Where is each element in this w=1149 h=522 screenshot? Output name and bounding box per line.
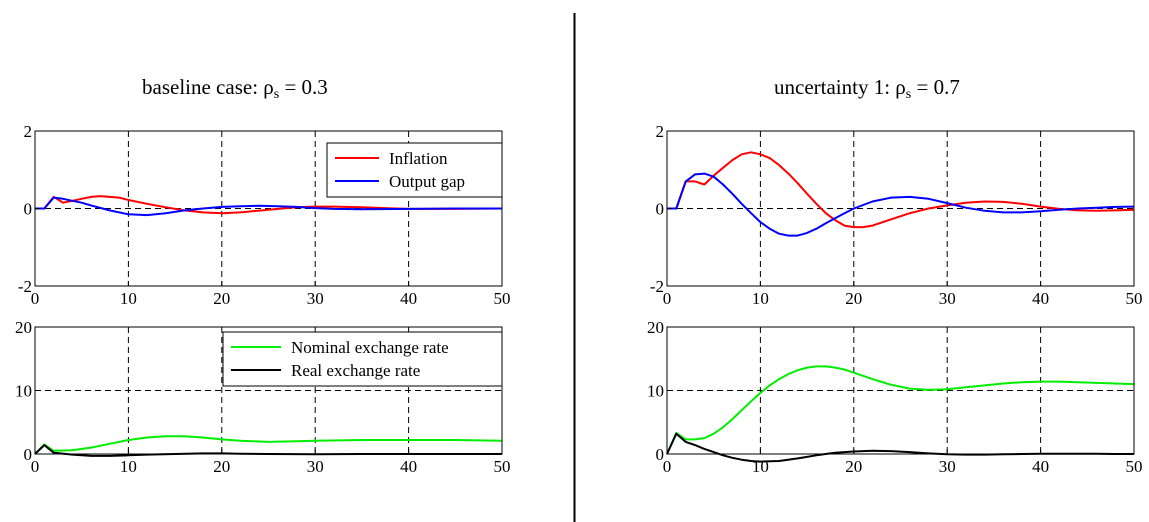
baseline-top-xtick-label: 40 — [400, 289, 417, 308]
baseline-bottom-xtick-label: 10 — [120, 457, 137, 476]
baseline-top-xtick-label: 0 — [31, 289, 40, 308]
uncertainty-bottom-xtick-label: 40 — [1032, 457, 1049, 476]
baseline-bottom-legend-box — [222, 331, 503, 387]
uncertainty-top-ytick-label: 0 — [656, 200, 665, 219]
baseline-top-ytick-label: -2 — [18, 277, 32, 296]
uncertainty-title-prefix: uncertainty 1: — [774, 75, 896, 99]
baseline-top-xtick-label: 50 — [494, 289, 511, 308]
uncertainty-top-xtick-label: 20 — [845, 289, 862, 308]
baseline-top-xtick-label: 20 — [213, 289, 230, 308]
baseline-bottom-xtick-label: 30 — [307, 457, 324, 476]
baseline-title-prefix: baseline case: — [142, 75, 264, 99]
uncertainty-bottom-xtick-label: 10 — [752, 457, 769, 476]
baseline-top-legend-label: Output gap — [389, 172, 465, 191]
baseline-top-ytick-label: 2 — [24, 122, 33, 141]
uncertainty-bottom-ytick-label: 0 — [656, 445, 665, 464]
uncertainty-title: uncertainty 1: ρs = 0.7 — [774, 75, 960, 103]
baseline-top-ytick-label: 0 — [24, 200, 33, 219]
uncertainty-top-xtick-label: 50 — [1126, 289, 1143, 308]
baseline-bottom-ytick-label: 10 — [15, 382, 32, 401]
uncertainty-top-ytick-label: 2 — [656, 122, 665, 141]
uncertainty-bottom-xtick-label: 20 — [845, 457, 862, 476]
uncertainty-bottom-ytick-label: 10 — [647, 382, 664, 401]
uncertainty-bottom-series-nominal — [666, 365, 1135, 455]
uncertainty-top-xtick-label: 30 — [939, 289, 956, 308]
uncertainty-bottom-ytick-label: 20 — [647, 318, 664, 337]
baseline-bottom-xtick-label: 40 — [400, 457, 417, 476]
baseline-title-suffix: = 0.3 — [279, 75, 328, 99]
baseline-bottom-xtick-label: 20 — [213, 457, 230, 476]
uncertainty-top-xtick-label: 0 — [663, 289, 672, 308]
baseline-bottom-series-nominal — [34, 435, 503, 455]
baseline-top-legend-box — [326, 142, 503, 198]
uncertainty-title-rho: ρ — [895, 75, 906, 99]
baseline-bottom-legend-label: Real exchange rate — [291, 361, 420, 380]
uncertainty-top-ytick-label: -2 — [650, 277, 664, 296]
baseline-top-series-output-gap — [35, 196, 502, 217]
baseline-top-xtick-label: 30 — [307, 289, 324, 308]
uncertainty-bottom-xtick-label: 0 — [663, 457, 672, 476]
baseline-bottom-xtick-label: 0 — [31, 457, 40, 476]
baseline-title-rho: ρ — [263, 75, 274, 99]
uncertainty-top-xtick-label: 40 — [1032, 289, 1049, 308]
uncertainty-bottom-xtick-label: 30 — [939, 457, 956, 476]
baseline-bottom-xtick-label: 50 — [494, 457, 511, 476]
uncertainty-top-series-output-gap — [667, 172, 1135, 237]
uncertainty-top-xtick-label: 10 — [752, 289, 769, 308]
baseline-title-sub: s — [273, 87, 280, 102]
baseline-bottom-legend-label: Nominal exchange rate — [291, 338, 449, 357]
baseline-top-xtick-label: 10 — [120, 289, 137, 308]
uncertainty-title-sub: s — [905, 87, 912, 102]
baseline-bottom-ytick-label: 0 — [24, 445, 33, 464]
uncertainty-top-series-inflation — [667, 151, 1135, 229]
baseline-bottom-ytick-label: 20 — [15, 318, 32, 337]
baseline-title: baseline case: ρs = 0.3 — [142, 75, 328, 103]
uncertainty-bottom-xtick-label: 50 — [1126, 457, 1143, 476]
uncertainty-title-suffix: = 0.7 — [911, 75, 960, 99]
baseline-top-legend-label: Inflation — [389, 149, 448, 168]
